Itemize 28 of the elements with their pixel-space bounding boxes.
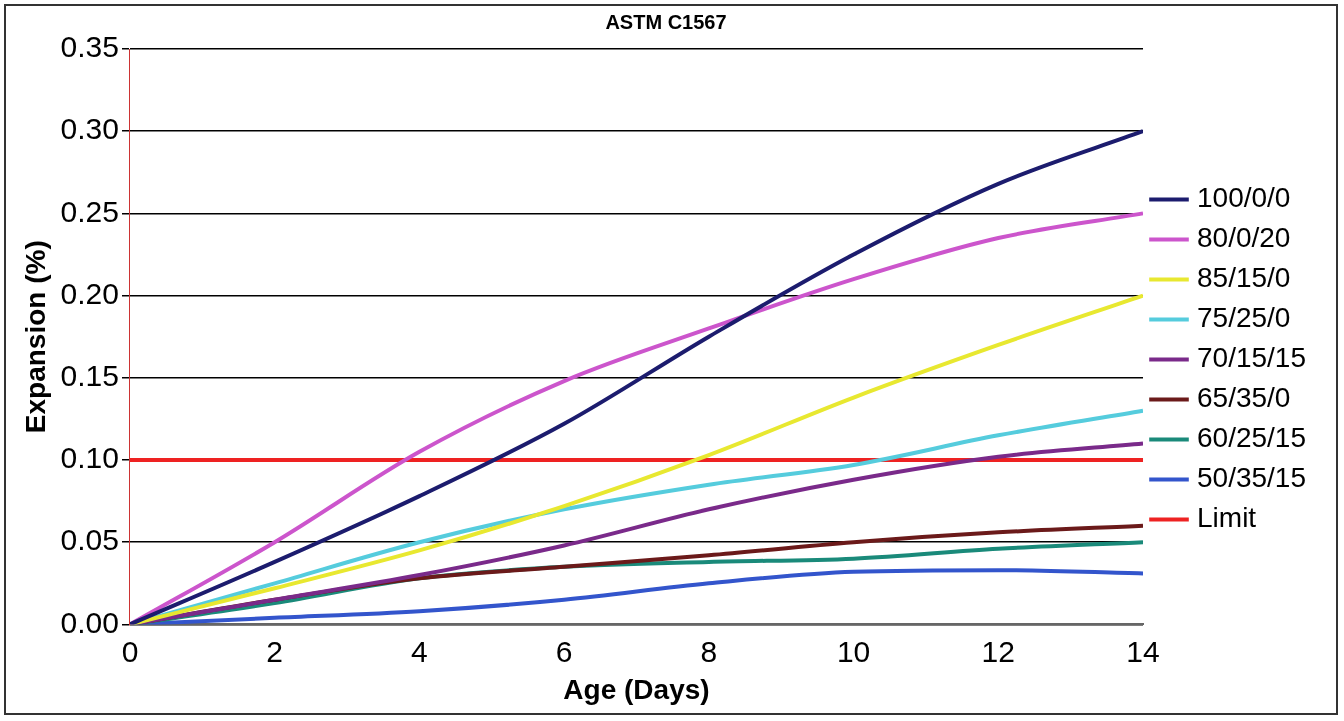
legend-label: 100/0/0 (1197, 182, 1291, 214)
legend-label: 50/35/15 (1197, 462, 1307, 494)
legend-label: 70/15/15 (1197, 342, 1307, 374)
y-tick-label: 0.25 (60, 194, 119, 228)
x-tick-label: 2 (266, 634, 284, 668)
x-tick-label: 14 (1126, 634, 1160, 668)
y-tick-label: 0.35 (60, 30, 119, 64)
legend-label: 75/25/0 (1197, 302, 1291, 334)
legend-label: Limit (1197, 502, 1257, 534)
legend-label: 65/35/0 (1197, 382, 1291, 414)
x-tick-label: 10 (836, 634, 871, 668)
x-tick-label: 0 (121, 634, 139, 668)
legend-label: 85/15/0 (1197, 262, 1291, 294)
y-axis-title: Expansion (%) (19, 240, 51, 434)
x-axis-title: Age (Days) (563, 673, 710, 705)
y-tick-label: 0.10 (60, 441, 119, 475)
y-tick-label: 0.30 (60, 112, 119, 146)
legend-label: 80/0/20 (1197, 222, 1291, 254)
y-tick-label: 0.20 (60, 276, 119, 310)
x-tick-label: 4 (411, 634, 428, 668)
legend-label: 60/25/15 (1197, 422, 1307, 454)
y-tick-label: 0.15 (60, 359, 119, 393)
chart-title: ASTM C1567 (605, 10, 727, 33)
y-tick-label: 0.05 (60, 523, 119, 557)
x-tick-label: 12 (981, 634, 1015, 668)
y-tick-label: 0.00 (60, 605, 119, 639)
x-tick-label: 6 (555, 634, 573, 668)
x-tick-label: 8 (700, 634, 718, 668)
